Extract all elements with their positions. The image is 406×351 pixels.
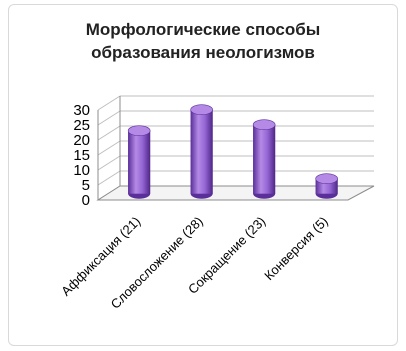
gridline-side bbox=[97, 170, 121, 186]
y-tick-label: 5 bbox=[82, 177, 90, 194]
gridline-side bbox=[97, 155, 121, 171]
bar bbox=[127, 125, 151, 199]
bar-top bbox=[127, 125, 151, 136]
chart-bars bbox=[127, 104, 338, 199]
chart-grid bbox=[97, 95, 374, 201]
chart-title-line-1: Морфологические способы bbox=[85, 20, 321, 39]
x-axis-labels: Аффиксация (21)Словосложение (28)Сокраще… bbox=[58, 214, 331, 312]
bar bbox=[190, 104, 213, 199]
chart-floor bbox=[96, 185, 375, 201]
y-tick-label: 25 bbox=[73, 117, 90, 134]
bar-body-overlay bbox=[253, 124, 276, 194]
y-tick-label: 15 bbox=[73, 147, 90, 164]
y-tick-label: 10 bbox=[73, 162, 90, 179]
chart-title-line-2: образования неологизмов bbox=[91, 43, 315, 62]
bar-top bbox=[252, 119, 276, 130]
bar-top bbox=[315, 173, 338, 184]
bar-body-overlay bbox=[128, 130, 151, 194]
gridline-side bbox=[97, 125, 121, 141]
y-tick-label: 20 bbox=[73, 132, 90, 149]
gridline-side bbox=[97, 95, 121, 111]
y-tick-label: 30 bbox=[73, 102, 90, 119]
bar-body-overlay bbox=[190, 109, 213, 194]
y-tick-label: 0 bbox=[82, 192, 90, 209]
bar-top bbox=[190, 104, 213, 115]
chart-axes bbox=[96, 96, 375, 201]
gridline-side bbox=[97, 110, 121, 126]
gridline-side bbox=[97, 140, 121, 156]
chart-title: Морфологические способы образования неол… bbox=[10, 18, 396, 64]
bar bbox=[315, 173, 338, 199]
bar bbox=[252, 119, 276, 199]
x-category-label: Конверсия (5) bbox=[261, 214, 331, 284]
